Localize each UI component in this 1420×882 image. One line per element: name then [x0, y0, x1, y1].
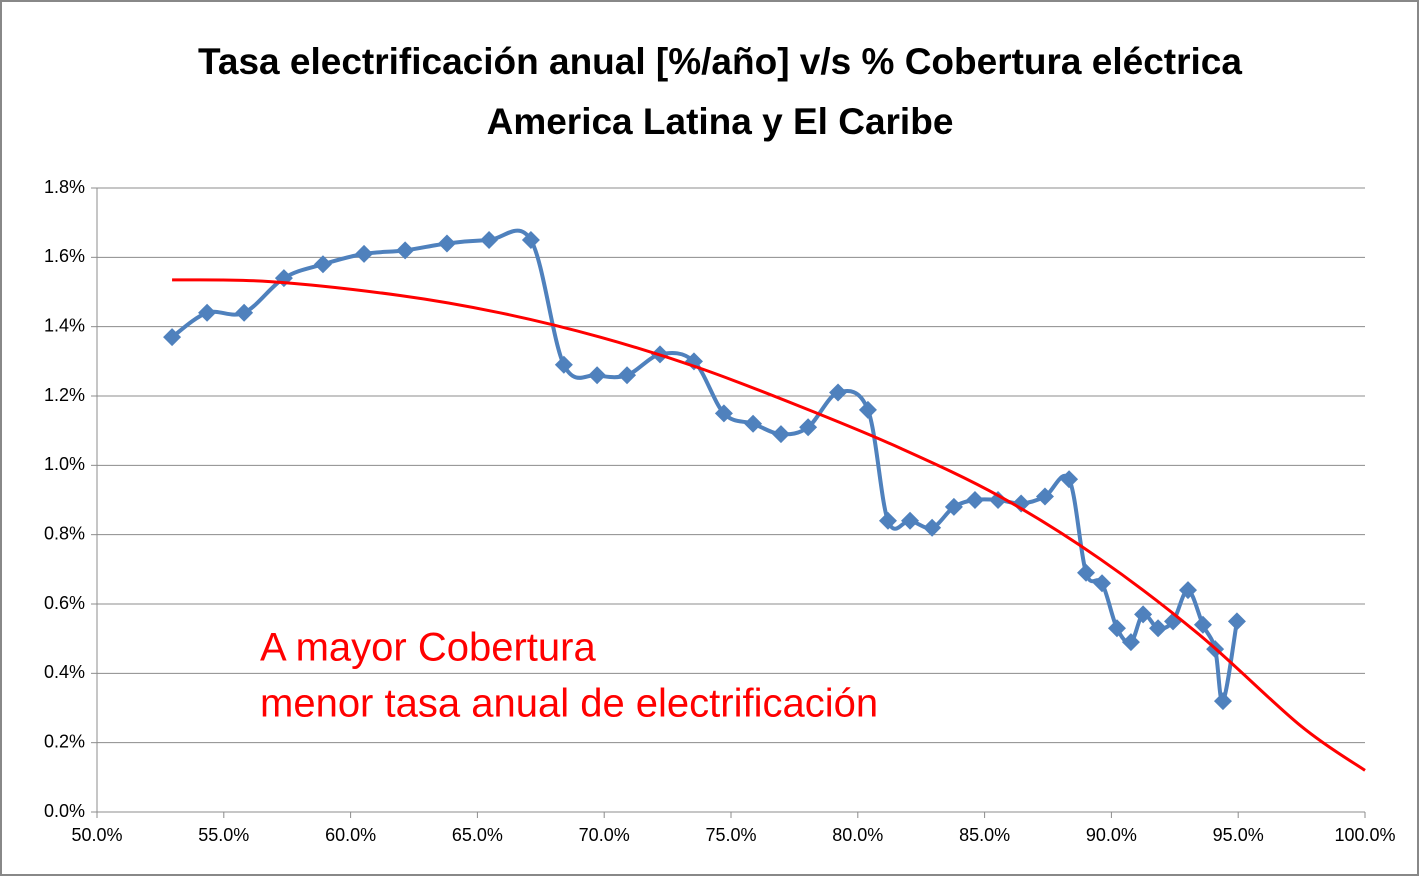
marker — [1077, 563, 1096, 582]
marker — [163, 328, 182, 347]
marker — [829, 383, 848, 402]
marker — [198, 303, 217, 322]
marker — [313, 255, 332, 274]
marker — [1012, 494, 1031, 513]
marker — [1035, 487, 1054, 506]
chart-subtitle: America Latina y El Caribe — [487, 101, 954, 142]
marker — [437, 234, 456, 253]
x-tick-label: 95.0% — [1213, 825, 1264, 845]
marker — [554, 355, 573, 374]
x-tick-label: 55.0% — [198, 825, 249, 845]
marker — [1121, 633, 1140, 652]
marker — [1193, 615, 1212, 634]
series-line — [172, 278, 1366, 772]
marker — [1107, 619, 1126, 638]
x-tick-label: 65.0% — [452, 825, 503, 845]
chart-title: Tasa electrificación anual [%/año] v/s %… — [198, 41, 1242, 82]
marker — [480, 231, 499, 249]
marker — [1178, 581, 1197, 600]
marker — [923, 518, 942, 537]
x-tick-label: 50.0% — [71, 825, 122, 845]
marker — [744, 414, 763, 433]
x-tick-label: 100.0% — [1334, 825, 1395, 845]
marker — [355, 244, 374, 263]
y-tick-label: 1.4% — [44, 315, 85, 335]
marker — [1060, 470, 1079, 489]
marker — [588, 366, 607, 385]
x-tick-label: 80.0% — [832, 825, 883, 845]
x-tick-label: 70.0% — [579, 825, 630, 845]
marker — [965, 491, 984, 509]
y-tick-label: 0.6% — [44, 593, 85, 613]
y-tick-label: 0.8% — [44, 523, 85, 543]
y-tick-label: 1.6% — [44, 246, 85, 266]
marker — [1149, 619, 1168, 638]
marker — [901, 511, 920, 530]
y-tick-label: 1.2% — [44, 385, 85, 405]
marker — [521, 231, 540, 249]
x-tick-label: 75.0% — [705, 825, 756, 845]
marker — [1227, 612, 1246, 631]
marker — [1134, 605, 1153, 624]
annotation: A mayor Cobertura — [260, 626, 596, 670]
y-tick-label: 1.8% — [44, 177, 85, 197]
y-tick-label: 1.0% — [44, 454, 85, 474]
marker — [396, 241, 415, 260]
marker — [878, 511, 897, 530]
marker — [714, 404, 733, 423]
marker — [799, 418, 818, 437]
x-tick-label: 60.0% — [325, 825, 376, 845]
x-tick-label: 85.0% — [959, 825, 1010, 845]
marker — [618, 366, 637, 385]
marker — [1213, 692, 1232, 711]
marker — [771, 425, 790, 444]
y-tick-label: 0.2% — [44, 731, 85, 751]
marker — [1093, 574, 1112, 593]
marker — [858, 400, 877, 419]
marker — [235, 303, 254, 322]
marker — [989, 491, 1008, 509]
x-tick-label: 90.0% — [1086, 825, 1137, 845]
y-tick-label: 0.4% — [44, 662, 85, 682]
annotation: menor tasa anual de electrificación — [260, 682, 878, 726]
marker — [944, 497, 963, 516]
y-tick-label: 0.0% — [44, 801, 85, 821]
